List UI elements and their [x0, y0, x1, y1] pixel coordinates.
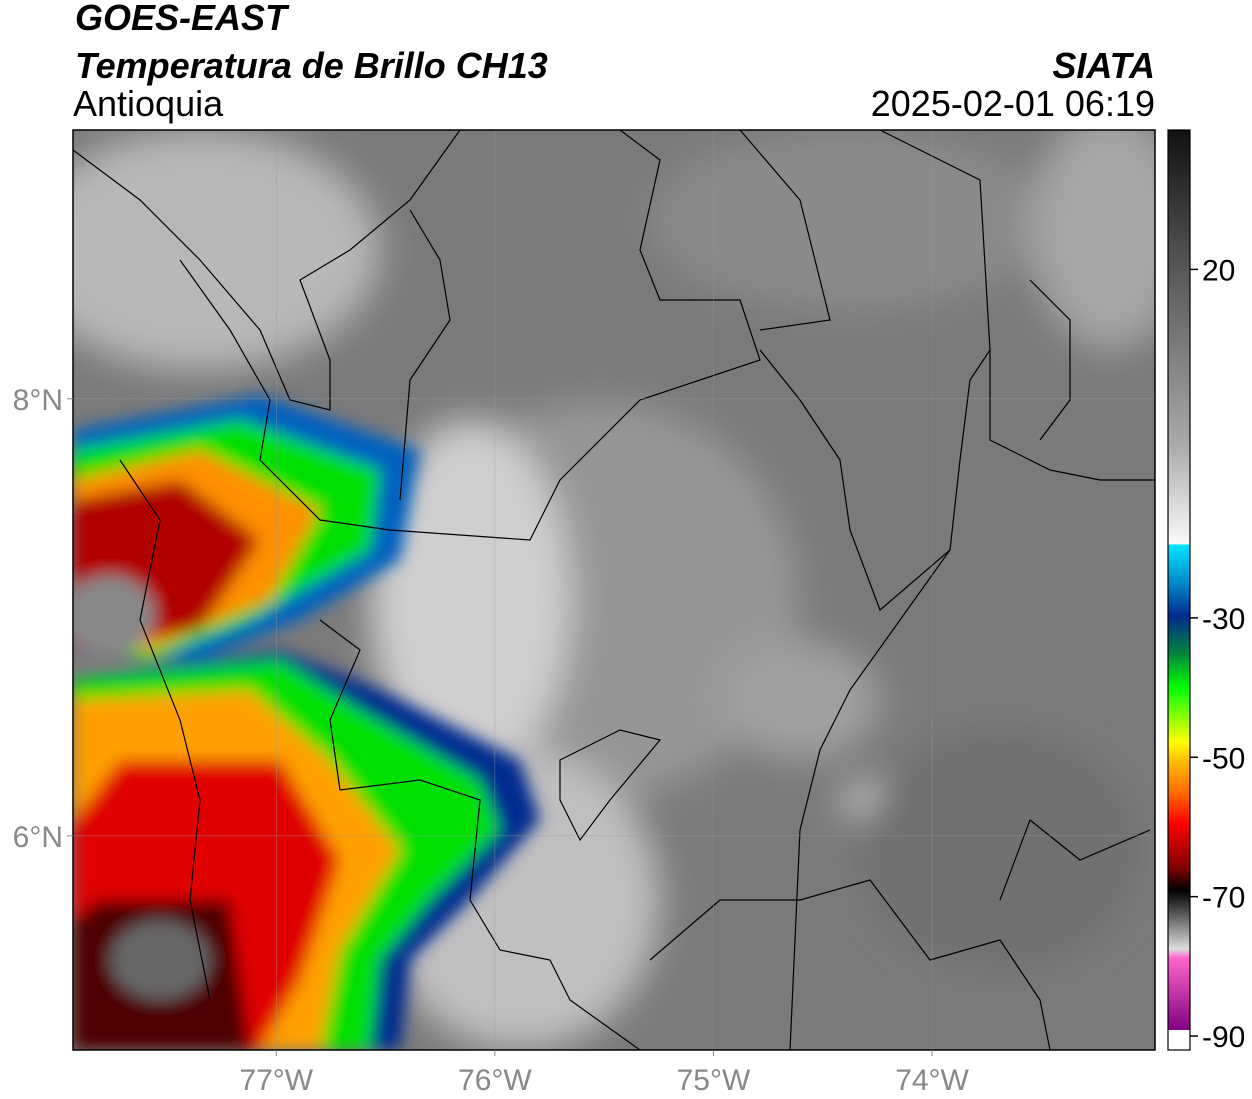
source: SIATA	[1052, 45, 1155, 86]
x-tick-label: 77°W	[239, 1064, 313, 1097]
x-tick-label: 74°W	[895, 1064, 969, 1097]
map-frame	[72, 129, 1156, 1051]
y-tick-label: 6°N	[13, 821, 63, 854]
x-tick-label: 76°W	[458, 1064, 532, 1097]
subtitle: Temperatura de Brillo CH13	[75, 45, 548, 86]
colorbar-extension	[1168, 1030, 1190, 1050]
colorbar-tick-label: -70	[1202, 882, 1245, 915]
colorbar-frame	[1167, 129, 1191, 1051]
satellite-image	[73, 130, 1155, 1050]
datetime: 2025-02-01 06:19	[871, 83, 1155, 124]
colorbar-tick-label: -50	[1202, 742, 1245, 775]
region: Antioquia	[73, 83, 224, 124]
boundaries	[73, 130, 1155, 1050]
colorbar	[1168, 130, 1190, 1030]
x-tick-label: 75°W	[677, 1064, 751, 1097]
y-tick-label: 8°N	[13, 384, 63, 417]
title: GOES-EAST	[75, 0, 290, 38]
colorbar-tick-label: -30	[1202, 603, 1245, 636]
colorbar-tick-label: 20	[1202, 254, 1235, 287]
colorbar-tick-label: -90	[1202, 1021, 1245, 1054]
graticule	[73, 130, 1155, 1050]
